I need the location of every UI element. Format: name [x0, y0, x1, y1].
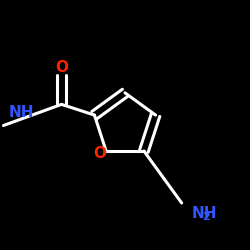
Text: 2: 2: [202, 212, 210, 222]
Text: NH: NH: [9, 106, 34, 120]
Text: O: O: [55, 60, 68, 75]
Text: NH: NH: [192, 206, 217, 220]
Text: O: O: [94, 146, 106, 161]
